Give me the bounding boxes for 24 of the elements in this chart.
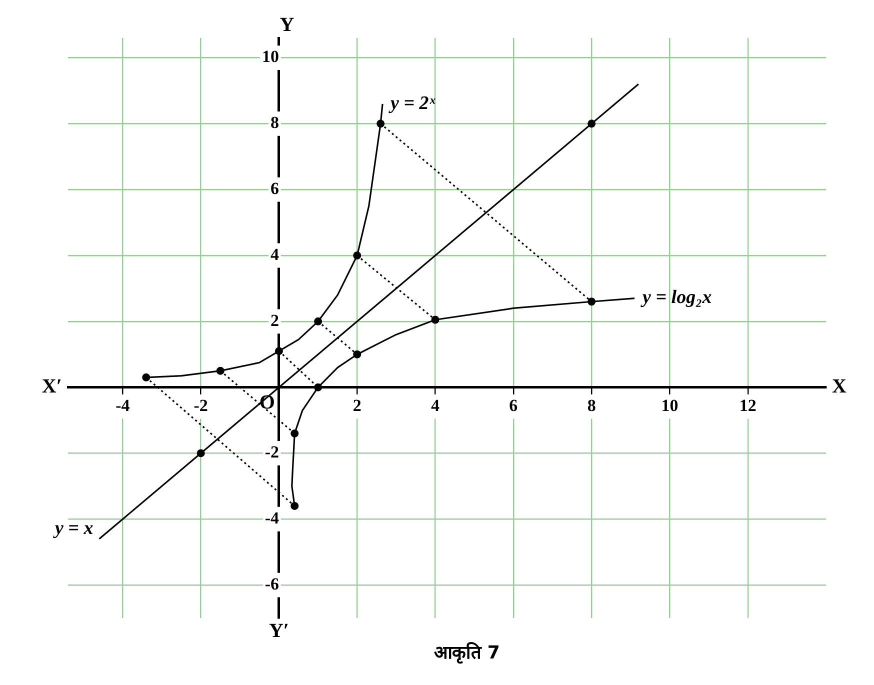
y-axis-title: Y (280, 14, 295, 36)
x-tick-label: 6 (509, 396, 518, 415)
y-tick-label: 2 (270, 310, 279, 330)
y-tick-label: -4 (264, 508, 280, 528)
x-tick-label: 12 (739, 396, 756, 415)
annotation: y = 2ˣ (388, 92, 436, 114)
x-tick-label: 2 (352, 396, 362, 415)
y-tick-label: 6 (270, 178, 279, 198)
x-tick-label: 8 (587, 396, 596, 415)
annotation: y = log₂x (640, 287, 712, 308)
text: X′ (42, 375, 62, 398)
x-tick-label: -4 (116, 396, 130, 415)
y-tick-label: 8 (270, 113, 279, 132)
text: Y′ (268, 620, 290, 642)
text: आकृति 7 (434, 642, 500, 665)
x-tick-label: -2 (194, 396, 208, 415)
y-tick-label: 4 (270, 244, 280, 264)
x-tick-label: 4 (431, 396, 440, 415)
y-tick-label: 10 (262, 47, 279, 66)
annotation: y = x (52, 518, 94, 539)
y-tick-label: -6 (264, 574, 279, 594)
y-tick-label: -2 (264, 442, 279, 462)
x-tick-label: 10 (661, 396, 678, 415)
x-axis-title: X (832, 375, 847, 398)
